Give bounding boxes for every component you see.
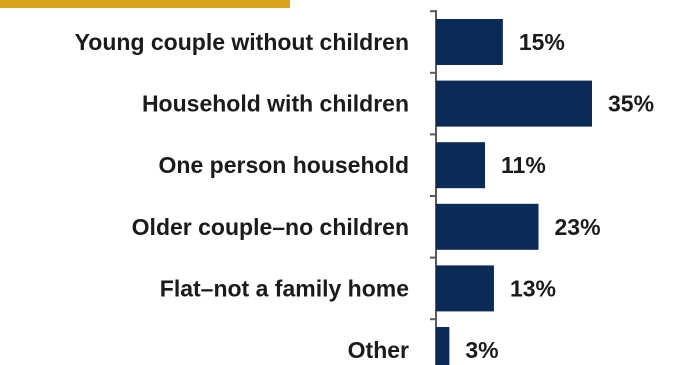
- data-label: 13%: [510, 275, 556, 301]
- category-label: Older couple–no children: [132, 214, 409, 240]
- bar: [436, 19, 503, 65]
- axis-layer: [430, 10, 437, 365]
- bar: [436, 203, 539, 250]
- data-label: 23%: [555, 214, 601, 240]
- bar: [436, 327, 450, 365]
- category-label: Other: [348, 337, 409, 363]
- bar: [436, 142, 486, 189]
- data-label: 3%: [465, 337, 498, 363]
- bars-layer: [436, 19, 592, 365]
- category-label: One person household: [159, 152, 409, 178]
- labels-layer: Young couple without children 15% Househol…: [75, 29, 654, 363]
- category-label: Household with children: [142, 91, 409, 117]
- data-label: 35%: [608, 91, 654, 117]
- category-label: Young couple without children: [75, 29, 409, 55]
- data-label: 15%: [519, 29, 565, 55]
- accent-strip: [0, 0, 290, 8]
- category-label: Flat–not a family home: [160, 275, 409, 301]
- bar: [436, 265, 494, 312]
- bar: [436, 80, 592, 127]
- data-label: 11%: [501, 152, 546, 178]
